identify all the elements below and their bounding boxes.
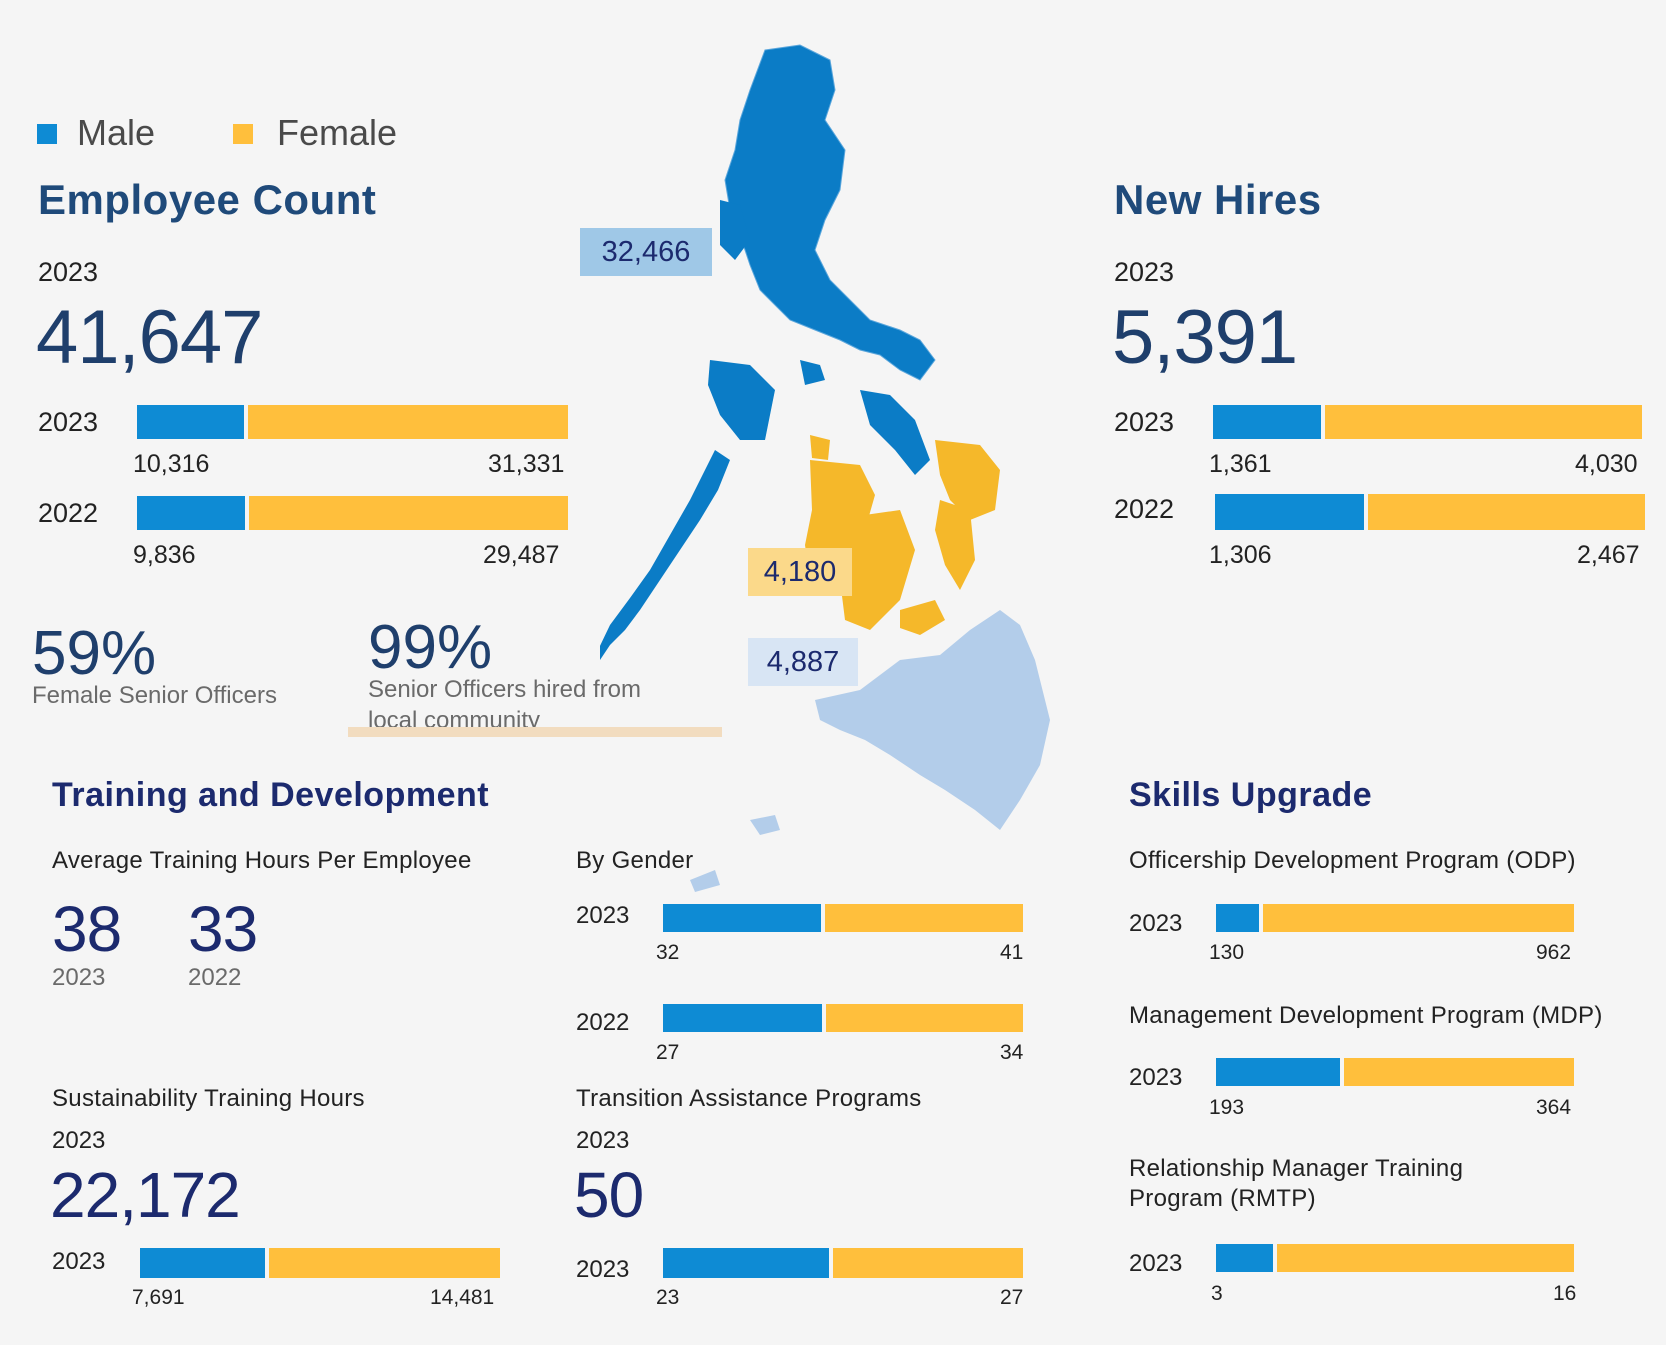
avg-hours-2022: 33 bbox=[188, 893, 258, 965]
by-gender-female-2023: 41 bbox=[1000, 941, 1024, 964]
rmtp-label-2: Program (RMTP) bbox=[1129, 1185, 1316, 1212]
tap-male: 23 bbox=[656, 1286, 680, 1309]
employee-count-male-2023: 10,316 bbox=[133, 450, 210, 478]
mdp-row-year: 2023 bbox=[1129, 1064, 1183, 1091]
sust-hours-bar bbox=[140, 1248, 500, 1278]
new-hires-bar-2022 bbox=[1215, 494, 1645, 530]
mdp-female: 364 bbox=[1536, 1096, 1572, 1119]
new-hires-female-2022: 2,467 bbox=[1577, 541, 1640, 569]
by-gender-label: By Gender bbox=[576, 847, 694, 874]
by-gender-bar-2022 bbox=[663, 1004, 1023, 1032]
map-region-luzon bbox=[724, 44, 936, 381]
odp-female: 962 bbox=[1536, 941, 1572, 964]
training-title: Training and Development bbox=[52, 776, 490, 814]
by-gender-male-2022: 27 bbox=[656, 1041, 680, 1064]
new-hires-title: New Hires bbox=[1114, 176, 1322, 223]
odp-label: Officership Development Program (ODP) bbox=[1129, 847, 1576, 874]
by-gender-row-year: 2022 bbox=[576, 1009, 630, 1036]
philippines-map bbox=[600, 44, 1050, 892]
new-hires-bar-2023 bbox=[1213, 405, 1642, 439]
rmtp-male: 3 bbox=[1211, 1282, 1223, 1305]
female-legend-label: Female bbox=[277, 112, 398, 153]
female-legend-swatch bbox=[233, 124, 253, 144]
employee-count-title: Employee Count bbox=[38, 176, 377, 223]
by-gender-row-year: 2023 bbox=[576, 902, 630, 929]
female-senior-label: Female Senior Officers bbox=[32, 682, 277, 709]
male-legend-label: Male bbox=[77, 112, 156, 153]
map-label-visayas: 4,180 bbox=[748, 548, 852, 596]
rmtp-bar bbox=[1216, 1244, 1574, 1272]
sust-hours-year: 2023 bbox=[52, 1127, 106, 1154]
new-hires-row-year: 2023 bbox=[1114, 407, 1175, 437]
local-senior-underline bbox=[348, 727, 722, 737]
odp-bar bbox=[1216, 904, 1574, 932]
new-hires-female-2023: 4,030 bbox=[1575, 450, 1638, 478]
female-senior-value: 59% bbox=[32, 619, 157, 688]
employee-count-total: 41,647 bbox=[36, 295, 263, 380]
rmtp-row-year: 2023 bbox=[1129, 1250, 1183, 1277]
tap-label: Transition Assistance Programs bbox=[576, 1085, 922, 1112]
employee-count-bar-2022 bbox=[137, 496, 568, 530]
sust-hours-total: 22,172 bbox=[50, 1159, 241, 1231]
avg-hours-2023-year: 2023 bbox=[52, 964, 106, 991]
tap-female: 27 bbox=[1000, 1286, 1024, 1309]
tap-row-year: 2023 bbox=[576, 1256, 630, 1283]
by-gender-female-2022: 34 bbox=[1000, 1041, 1024, 1064]
employee-count-row-year: 2023 bbox=[38, 407, 99, 437]
male-legend-swatch bbox=[37, 124, 57, 144]
employee-count-row-year: 2022 bbox=[38, 498, 99, 528]
employee-count-bar-2023 bbox=[137, 405, 568, 439]
employee-count-female-2022: 29,487 bbox=[483, 541, 560, 569]
rmtp-female: 16 bbox=[1553, 1282, 1577, 1305]
sust-hours-label: Sustainability Training Hours bbox=[52, 1085, 365, 1112]
map-label-mindanao: 4,887 bbox=[748, 638, 858, 686]
map-label-luzon: 32,466 bbox=[580, 228, 712, 276]
avg-hours-2022-year: 2022 bbox=[188, 964, 242, 991]
odp-row-year: 2023 bbox=[1129, 910, 1183, 937]
new-hires-male-2022: 1,306 bbox=[1209, 541, 1272, 569]
local-senior-value: 99% bbox=[368, 613, 493, 682]
tap-bar bbox=[663, 1248, 1023, 1278]
map-region-mindanao bbox=[815, 610, 1050, 830]
by-gender-bar-2023 bbox=[663, 904, 1023, 932]
new-hires-male-2023: 1,361 bbox=[1209, 450, 1272, 478]
new-hires-row-year: 2022 bbox=[1114, 494, 1175, 524]
employee-count-male-2022: 9,836 bbox=[133, 541, 196, 569]
avg-hours-2023: 38 bbox=[52, 893, 122, 965]
mdp-bar bbox=[1216, 1058, 1574, 1086]
new-hires-year: 2023 bbox=[1114, 257, 1175, 287]
new-hires-total: 5,391 bbox=[1112, 295, 1298, 380]
map-region-palawan bbox=[600, 450, 730, 660]
rmtp-label-1: Relationship Manager Training bbox=[1129, 1155, 1464, 1182]
avg-hours-label: Average Training Hours Per Employee bbox=[52, 847, 472, 874]
tap-total: 50 bbox=[574, 1159, 644, 1231]
employee-count-year: 2023 bbox=[38, 257, 99, 287]
local-senior-label-1: Senior Officers hired from bbox=[368, 676, 641, 703]
odp-male: 130 bbox=[1209, 941, 1245, 964]
sust-hours-male: 7,691 bbox=[132, 1286, 185, 1309]
mdp-male: 193 bbox=[1209, 1096, 1245, 1119]
by-gender-male-2023: 32 bbox=[656, 941, 680, 964]
skills-title: Skills Upgrade bbox=[1129, 776, 1373, 814]
sust-hours-row-year: 2023 bbox=[52, 1248, 106, 1275]
employee-count-female-2023: 31,331 bbox=[488, 450, 565, 478]
tap-year: 2023 bbox=[576, 1127, 630, 1154]
sust-hours-female: 14,481 bbox=[430, 1286, 495, 1309]
mdp-label: Management Development Program (MDP) bbox=[1129, 1002, 1603, 1029]
